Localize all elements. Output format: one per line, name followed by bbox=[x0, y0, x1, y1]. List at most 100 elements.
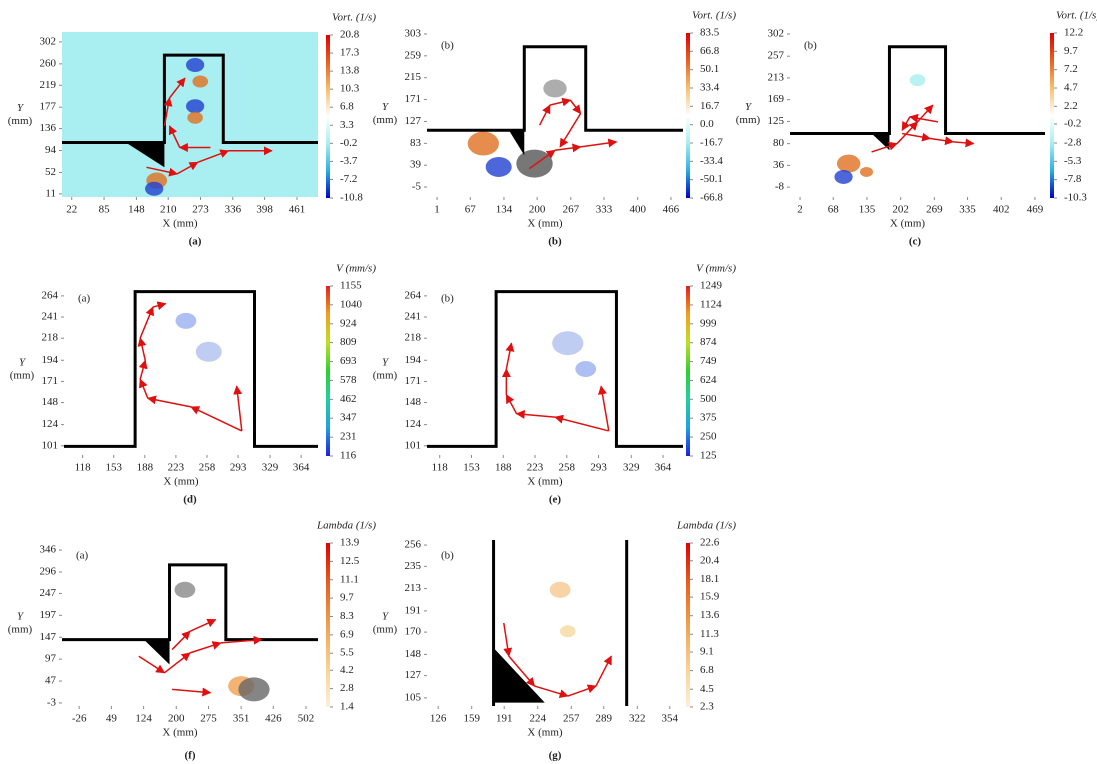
x-tick-label: 269 bbox=[926, 204, 943, 216]
colorbar-tick-label: 12.2 bbox=[1064, 27, 1083, 39]
y-axis-label: Y bbox=[19, 357, 27, 369]
y-tick-label: 136 bbox=[40, 122, 57, 134]
colorbar bbox=[326, 286, 330, 456]
y-tick-label: 124 bbox=[405, 418, 422, 430]
colorbar-tick-label: 1155 bbox=[340, 280, 362, 292]
colorbar-tick-label: 83.5 bbox=[700, 27, 720, 39]
colorbar-tick-label: 13.8 bbox=[340, 65, 360, 77]
x-tick-label: 257 bbox=[563, 713, 580, 725]
wedge bbox=[493, 647, 545, 703]
y-tick-label: 125 bbox=[768, 115, 785, 127]
colorbar-tick-label: 1040 bbox=[340, 298, 363, 310]
colorbar-tick-label: 999 bbox=[700, 317, 717, 329]
flow-arrow bbox=[172, 687, 212, 697]
panel-label: (b) bbox=[441, 40, 454, 52]
y-tick-label: 177 bbox=[40, 101, 57, 113]
y-axis-unit: (mm) bbox=[373, 114, 398, 126]
x-tick-label: 258 bbox=[199, 462, 216, 474]
y-tick-label: -8 bbox=[775, 181, 785, 193]
x-tick-label: 202 bbox=[892, 204, 909, 216]
wall bbox=[427, 45, 683, 132]
colorbar-tick-label: -10.3 bbox=[1064, 192, 1087, 204]
vortex-blob bbox=[836, 154, 861, 173]
y-tick-label: 101 bbox=[405, 439, 422, 451]
colorbar-tick-label: 16.7 bbox=[700, 100, 720, 112]
x-tick-label: 200 bbox=[168, 713, 185, 725]
y-tick-label: 296 bbox=[40, 566, 57, 578]
colorbar-tick-label: 7.2 bbox=[1064, 63, 1078, 75]
y-axis-label: Y bbox=[382, 611, 390, 623]
plot-area bbox=[427, 283, 683, 455]
colorbar-title: Vort. (1/s) bbox=[1056, 10, 1097, 22]
colorbar-tick-label: 4.7 bbox=[1064, 82, 1078, 94]
colorbar-tick-label: 693 bbox=[340, 355, 357, 367]
y-axis-unit: (mm) bbox=[10, 370, 35, 382]
x-tick-label: 148 bbox=[128, 204, 145, 216]
flow-arrow bbox=[538, 104, 551, 126]
vortex-blob bbox=[186, 99, 205, 114]
x-tick-label: 335 bbox=[959, 204, 976, 216]
x-tick-label: 85 bbox=[99, 204, 111, 216]
colorbar-tick-label: 749 bbox=[700, 355, 717, 367]
flow-arrow bbox=[901, 116, 911, 131]
x-tick-label: 22 bbox=[66, 204, 77, 216]
colorbar-tick-label: 4.5 bbox=[700, 683, 714, 695]
y-tick-label: 171 bbox=[405, 93, 422, 105]
y-tick-label: 148 bbox=[405, 396, 422, 408]
y-tick-label: 302 bbox=[40, 35, 57, 47]
y-tick-label: 80 bbox=[773, 137, 785, 149]
x-tick-label: 333 bbox=[596, 204, 613, 216]
vortex-blob bbox=[175, 312, 197, 329]
x-tick-label: 2 bbox=[797, 204, 803, 216]
vortex-blob bbox=[187, 111, 203, 124]
y-axis-label: Y bbox=[17, 611, 25, 623]
x-tick-label: 293 bbox=[230, 462, 247, 474]
colorbar-tick-label: 9.1 bbox=[700, 646, 714, 658]
colorbar bbox=[686, 543, 690, 707]
flow-arrow bbox=[220, 635, 263, 645]
flow-arrow bbox=[171, 630, 191, 651]
panel-label: (b) bbox=[441, 293, 454, 305]
x-tick-label: 67 bbox=[465, 204, 477, 216]
y-tick-label: 346 bbox=[40, 544, 57, 556]
colorbar-tick-label: 2.8 bbox=[340, 682, 354, 694]
x-tick-label: 49 bbox=[106, 713, 118, 725]
y-tick-label: 213 bbox=[405, 582, 422, 594]
colorbar-tick-label: 6.9 bbox=[340, 628, 354, 640]
flow-arrow bbox=[152, 301, 167, 311]
x-tick-label: 258 bbox=[559, 462, 576, 474]
y-tick-label: 52 bbox=[45, 166, 56, 178]
panel: 2 68 135 202 269 335 402 469 -8 36 80 125 169 213 257 3… bbox=[736, 10, 1097, 248]
x-tick-label: 364 bbox=[293, 462, 310, 474]
flow-arrow bbox=[189, 641, 222, 654]
wedge bbox=[508, 130, 525, 156]
colorbar-tick-label: 3.3 bbox=[340, 119, 354, 131]
colorbar-tick-label: 10.3 bbox=[340, 83, 360, 95]
colorbar-tick-label: -33.4 bbox=[700, 155, 723, 167]
vortex-blob bbox=[485, 156, 512, 177]
flow-arrow bbox=[580, 138, 618, 148]
y-tick-label: 194 bbox=[405, 354, 422, 366]
x-tick-label: 469 bbox=[1027, 204, 1044, 216]
colorbar-tick-label: -7.2 bbox=[340, 173, 357, 185]
vortex-blob bbox=[549, 581, 571, 598]
y-tick-label: -5 bbox=[412, 181, 422, 193]
colorbar-tick-label: 250 bbox=[700, 431, 717, 443]
y-tick-label: 241 bbox=[42, 311, 59, 323]
y-tick-label: 147 bbox=[40, 631, 57, 643]
vortex-blob bbox=[560, 625, 576, 638]
x-tick-label: 322 bbox=[629, 713, 646, 725]
colorbar-tick-label: 809 bbox=[340, 336, 357, 348]
colorbar-tick-label: -3.7 bbox=[340, 155, 358, 167]
caption: (c) bbox=[909, 236, 922, 248]
x-axis-label: X (mm) bbox=[162, 218, 197, 230]
x-tick-label: 223 bbox=[527, 462, 544, 474]
flow-arrow bbox=[139, 378, 149, 399]
y-axis-unit: (mm) bbox=[8, 115, 33, 127]
y-tick-label: 127 bbox=[405, 115, 422, 127]
caption: (d) bbox=[183, 494, 197, 506]
colorbar bbox=[326, 35, 330, 198]
y-tick-label: -3 bbox=[47, 696, 57, 708]
x-axis-label: X (mm) bbox=[527, 727, 562, 739]
x-tick-label: 400 bbox=[629, 204, 646, 216]
